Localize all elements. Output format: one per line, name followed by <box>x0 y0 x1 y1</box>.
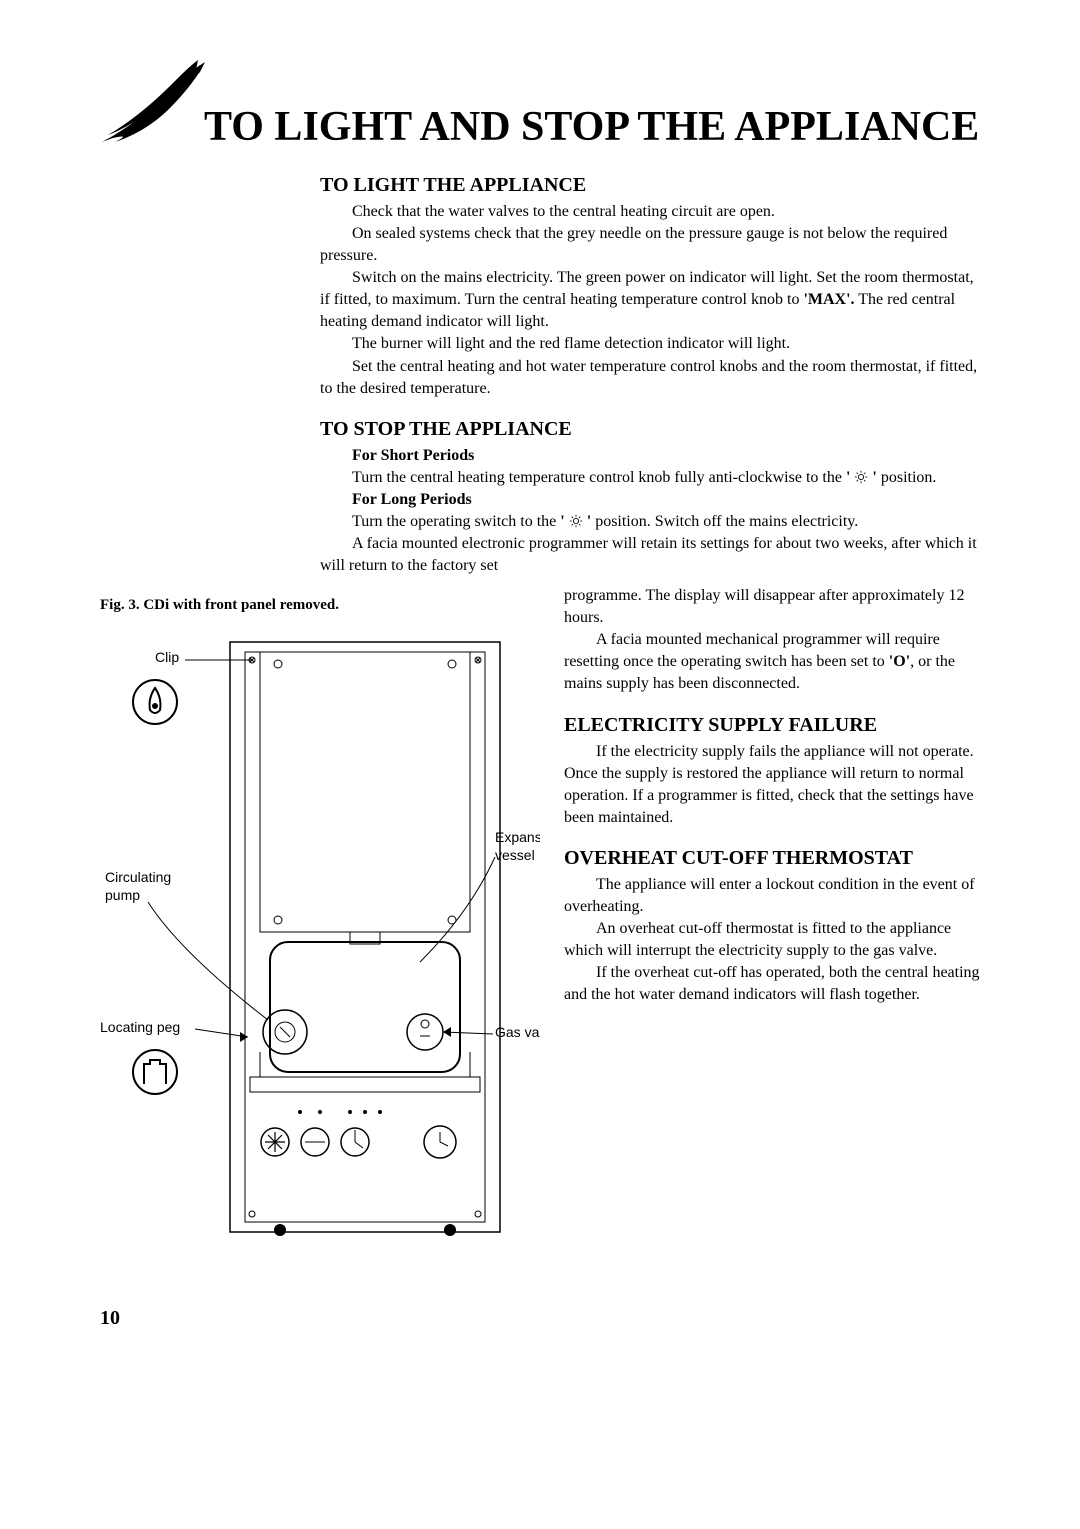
swoosh-icon <box>100 60 204 150</box>
heading-light: TO LIGHT THE APPLIANCE <box>320 174 980 197</box>
right-column: programme. The display will disappear af… <box>564 585 980 1006</box>
two-column-region: Fig. 3. CDi with front panel removed. <box>100 585 980 1277</box>
section-light-body: Check that the water valves to the centr… <box>320 201 980 400</box>
label-gas: Gas valve <box>495 1024 540 1040</box>
label-pump-l1: Circulating <box>105 869 171 885</box>
stop-long-p: Turn the operating switch to the ' ' pos… <box>320 511 980 533</box>
stop-short-label: For Short Periods <box>320 445 980 467</box>
light-p4: The burner will light and the red flame … <box>320 333 980 355</box>
overheat-p1: The appliance will enter a lockout condi… <box>564 874 980 918</box>
sun-icon <box>854 470 868 484</box>
heading-overheat: OVERHEAT CUT-OFF THERMOSTAT <box>564 847 980 870</box>
overheat-p2: An overheat cut-off thermostat is fitted… <box>564 918 980 962</box>
light-p3: Switch on the mains electricity. The gre… <box>320 267 980 333</box>
content-block: TO LIGHT THE APPLIANCE Check that the wa… <box>100 174 980 577</box>
stop-p4: A facia mounted mechanical programmer wi… <box>564 629 980 695</box>
label-clip: Clip <box>155 649 179 665</box>
title-row: TO LIGHT AND STOP THE APPLIANCE <box>100 60 980 150</box>
figure-column: Fig. 3. CDi with front panel removed. <box>100 585 540 1277</box>
label-peg: Locating peg <box>100 1019 180 1035</box>
label-exp-l1: Expansion <box>495 829 540 845</box>
light-p5: Set the central heating and hot water te… <box>320 356 980 400</box>
label-pump-l2: pump <box>105 887 140 903</box>
electricity-p1: If the electricity supply fails the appl… <box>564 741 980 829</box>
overheat-p3: If the overheat cut-off has operated, bo… <box>564 962 980 1006</box>
light-p2: On sealed systems check that the grey ne… <box>320 223 980 267</box>
light-p1: Check that the water valves to the centr… <box>320 201 980 223</box>
sun-icon <box>569 514 583 528</box>
label-exp-l2: vessel <box>495 847 535 863</box>
figure-caption: Fig. 3. CDi with front panel removed. <box>100 597 540 614</box>
stop-short-p: Turn the central heating temperature con… <box>320 467 980 489</box>
heading-electricity: ELECTRICITY SUPPLY FAILURE <box>564 714 980 737</box>
page-number: 10 <box>100 1307 980 1330</box>
appliance-diagram: Clip Circulating pump Locating peg Expan… <box>100 632 540 1272</box>
section-stop-body: For Short Periods Turn the central heati… <box>320 445 980 577</box>
page-title: TO LIGHT AND STOP THE APPLIANCE <box>100 60 980 150</box>
stop-p3: A facia mounted electronic programmer wi… <box>320 533 980 577</box>
title-text: TO LIGHT AND STOP THE APPLIANCE <box>204 104 979 150</box>
stop-p3-cont: programme. The display will disappear af… <box>564 585 980 629</box>
stop-long-label: For Long Periods <box>320 489 980 511</box>
heading-stop: TO STOP THE APPLIANCE <box>320 418 980 441</box>
